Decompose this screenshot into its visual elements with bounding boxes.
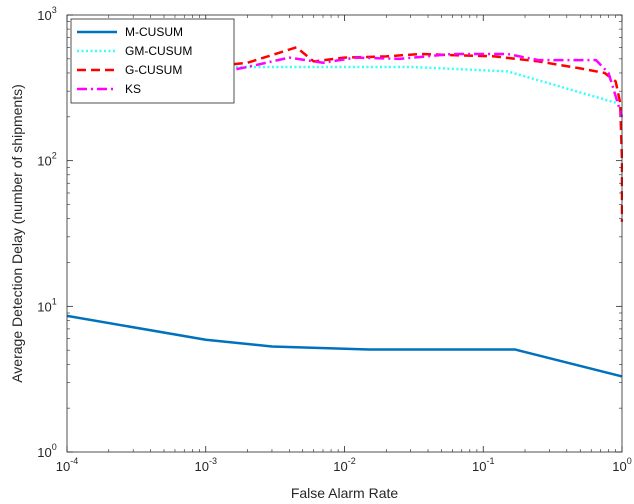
x-tick-label: 10-1 (472, 456, 494, 474)
series-line-ks (216, 52, 623, 118)
x-tick-label: 100 (612, 456, 631, 474)
series-line-g-cusum (163, 46, 623, 222)
y-axis-title: Average Detection Delay (number of shipm… (9, 84, 25, 383)
y-tick-label: 102 (37, 151, 56, 169)
x-tick-label: 10-2 (333, 456, 355, 474)
x-tick-label: 10-4 (56, 456, 78, 474)
y-tick-label: 100 (37, 442, 56, 460)
legend-label: M-CUSUM (125, 25, 183, 39)
y-tick-label: 101 (37, 296, 56, 314)
y-tick-label: 103 (37, 5, 56, 23)
x-tick-label: 10-3 (195, 456, 217, 474)
legend-label: GM-CUSUM (125, 44, 192, 58)
legend-label: KS (125, 82, 141, 96)
legend-label: G-CUSUM (125, 63, 182, 77)
tick-labels: 10-4 10-3 10-2 10-1 100 100 101 102 103 (37, 5, 631, 474)
legend: M-CUSUM GM-CUSUM G-CUSUM KS (70, 18, 235, 104)
axes (66, 14, 623, 453)
series-line-m-cusum (67, 314, 623, 378)
x-axis-title: False Alarm Rate (291, 485, 399, 501)
